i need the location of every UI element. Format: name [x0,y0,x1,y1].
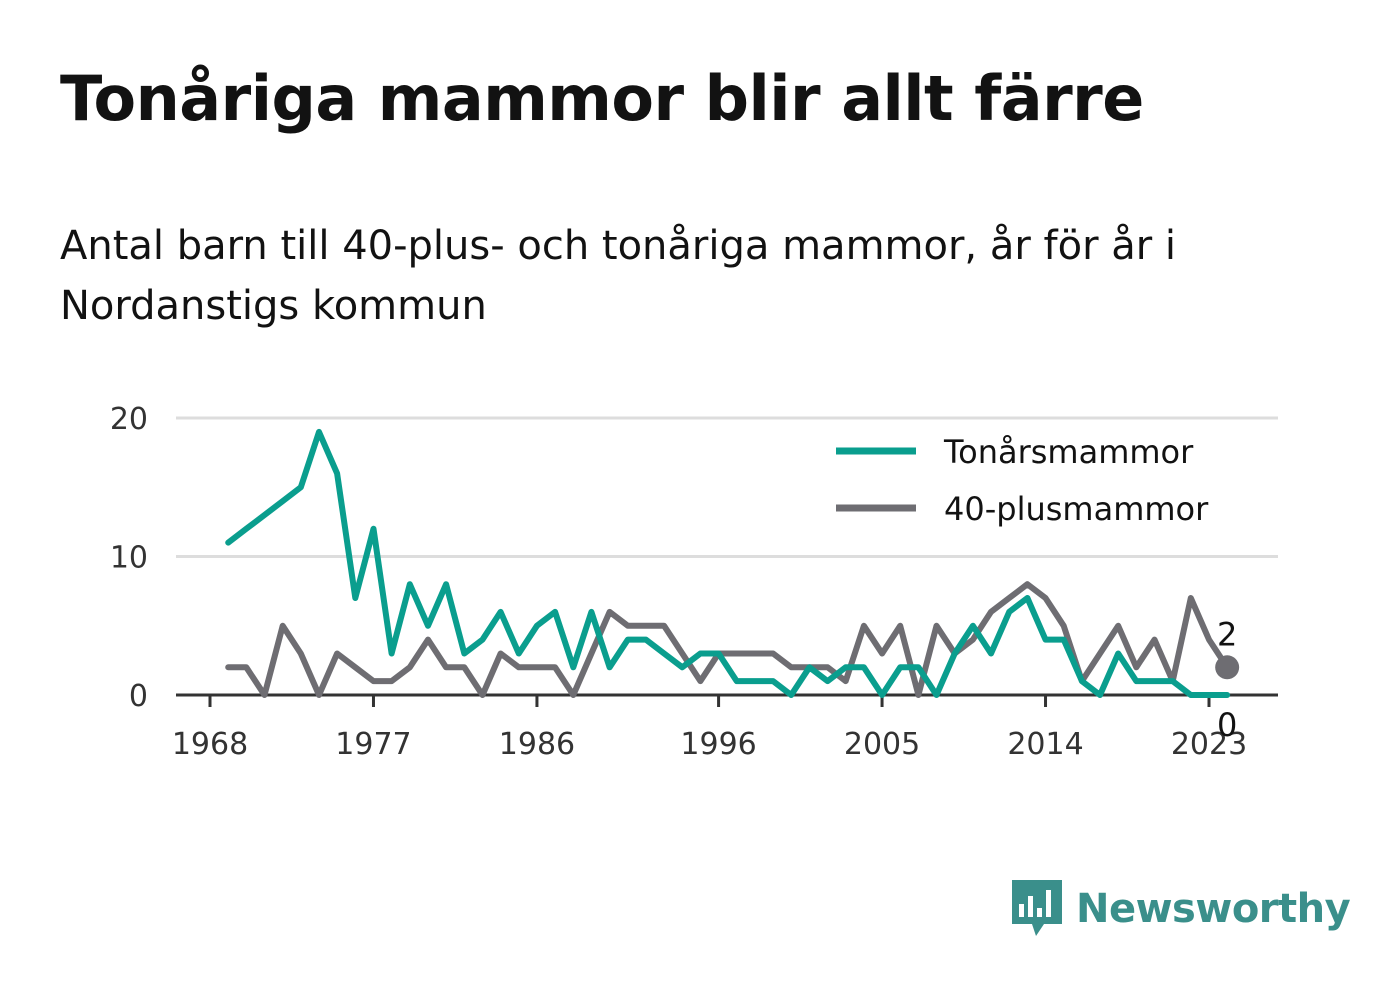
end-point-marker [1215,655,1240,680]
x-axis [176,693,1278,707]
legend-background [822,420,1250,540]
end-value-label: 2 [1217,615,1237,653]
x-tick-label: 2023 [1171,727,1247,762]
gridlines [176,416,1278,558]
x-tick-label: 1986 [499,727,575,762]
x-tick-label: 1977 [335,727,411,762]
y-tick-label: 20 [110,402,148,437]
newsworthy-logo: Newsworthy [1010,878,1351,940]
series-line [225,581,1231,698]
series-lines [225,428,1231,698]
brand-name: Newsworthy [1076,886,1351,932]
x-axis-labels: 1968 1977 1986 1996 2005 2014 2023 [172,727,1247,762]
x-tick-label: 1968 [172,727,248,762]
legend: Tonårsmammor 40-plusmammor [822,420,1250,540]
end-markers: 20 [1215,615,1240,744]
y-tick-label: 10 [110,541,148,576]
chart-subtitle: Antal barn till 40-plus- och tonåriga ma… [60,223,1177,329]
y-tick-label: 0 [129,679,148,714]
series-line [225,428,1231,698]
x-tick-label: 2014 [1007,727,1083,762]
y-axis-labels: 0 10 20 [110,402,148,714]
chart-title: Tonåriga mammor blir allt färre [60,62,1144,135]
bar-chart-speech-bubble-icon [1012,880,1062,936]
x-tick-label: 2005 [844,727,920,762]
x-tick-label: 1996 [680,727,756,762]
end-value-label: 0 [1217,706,1237,744]
legend-label: 40-plusmammor [944,490,1209,528]
legend-label: Tonårsmammor [943,433,1194,471]
